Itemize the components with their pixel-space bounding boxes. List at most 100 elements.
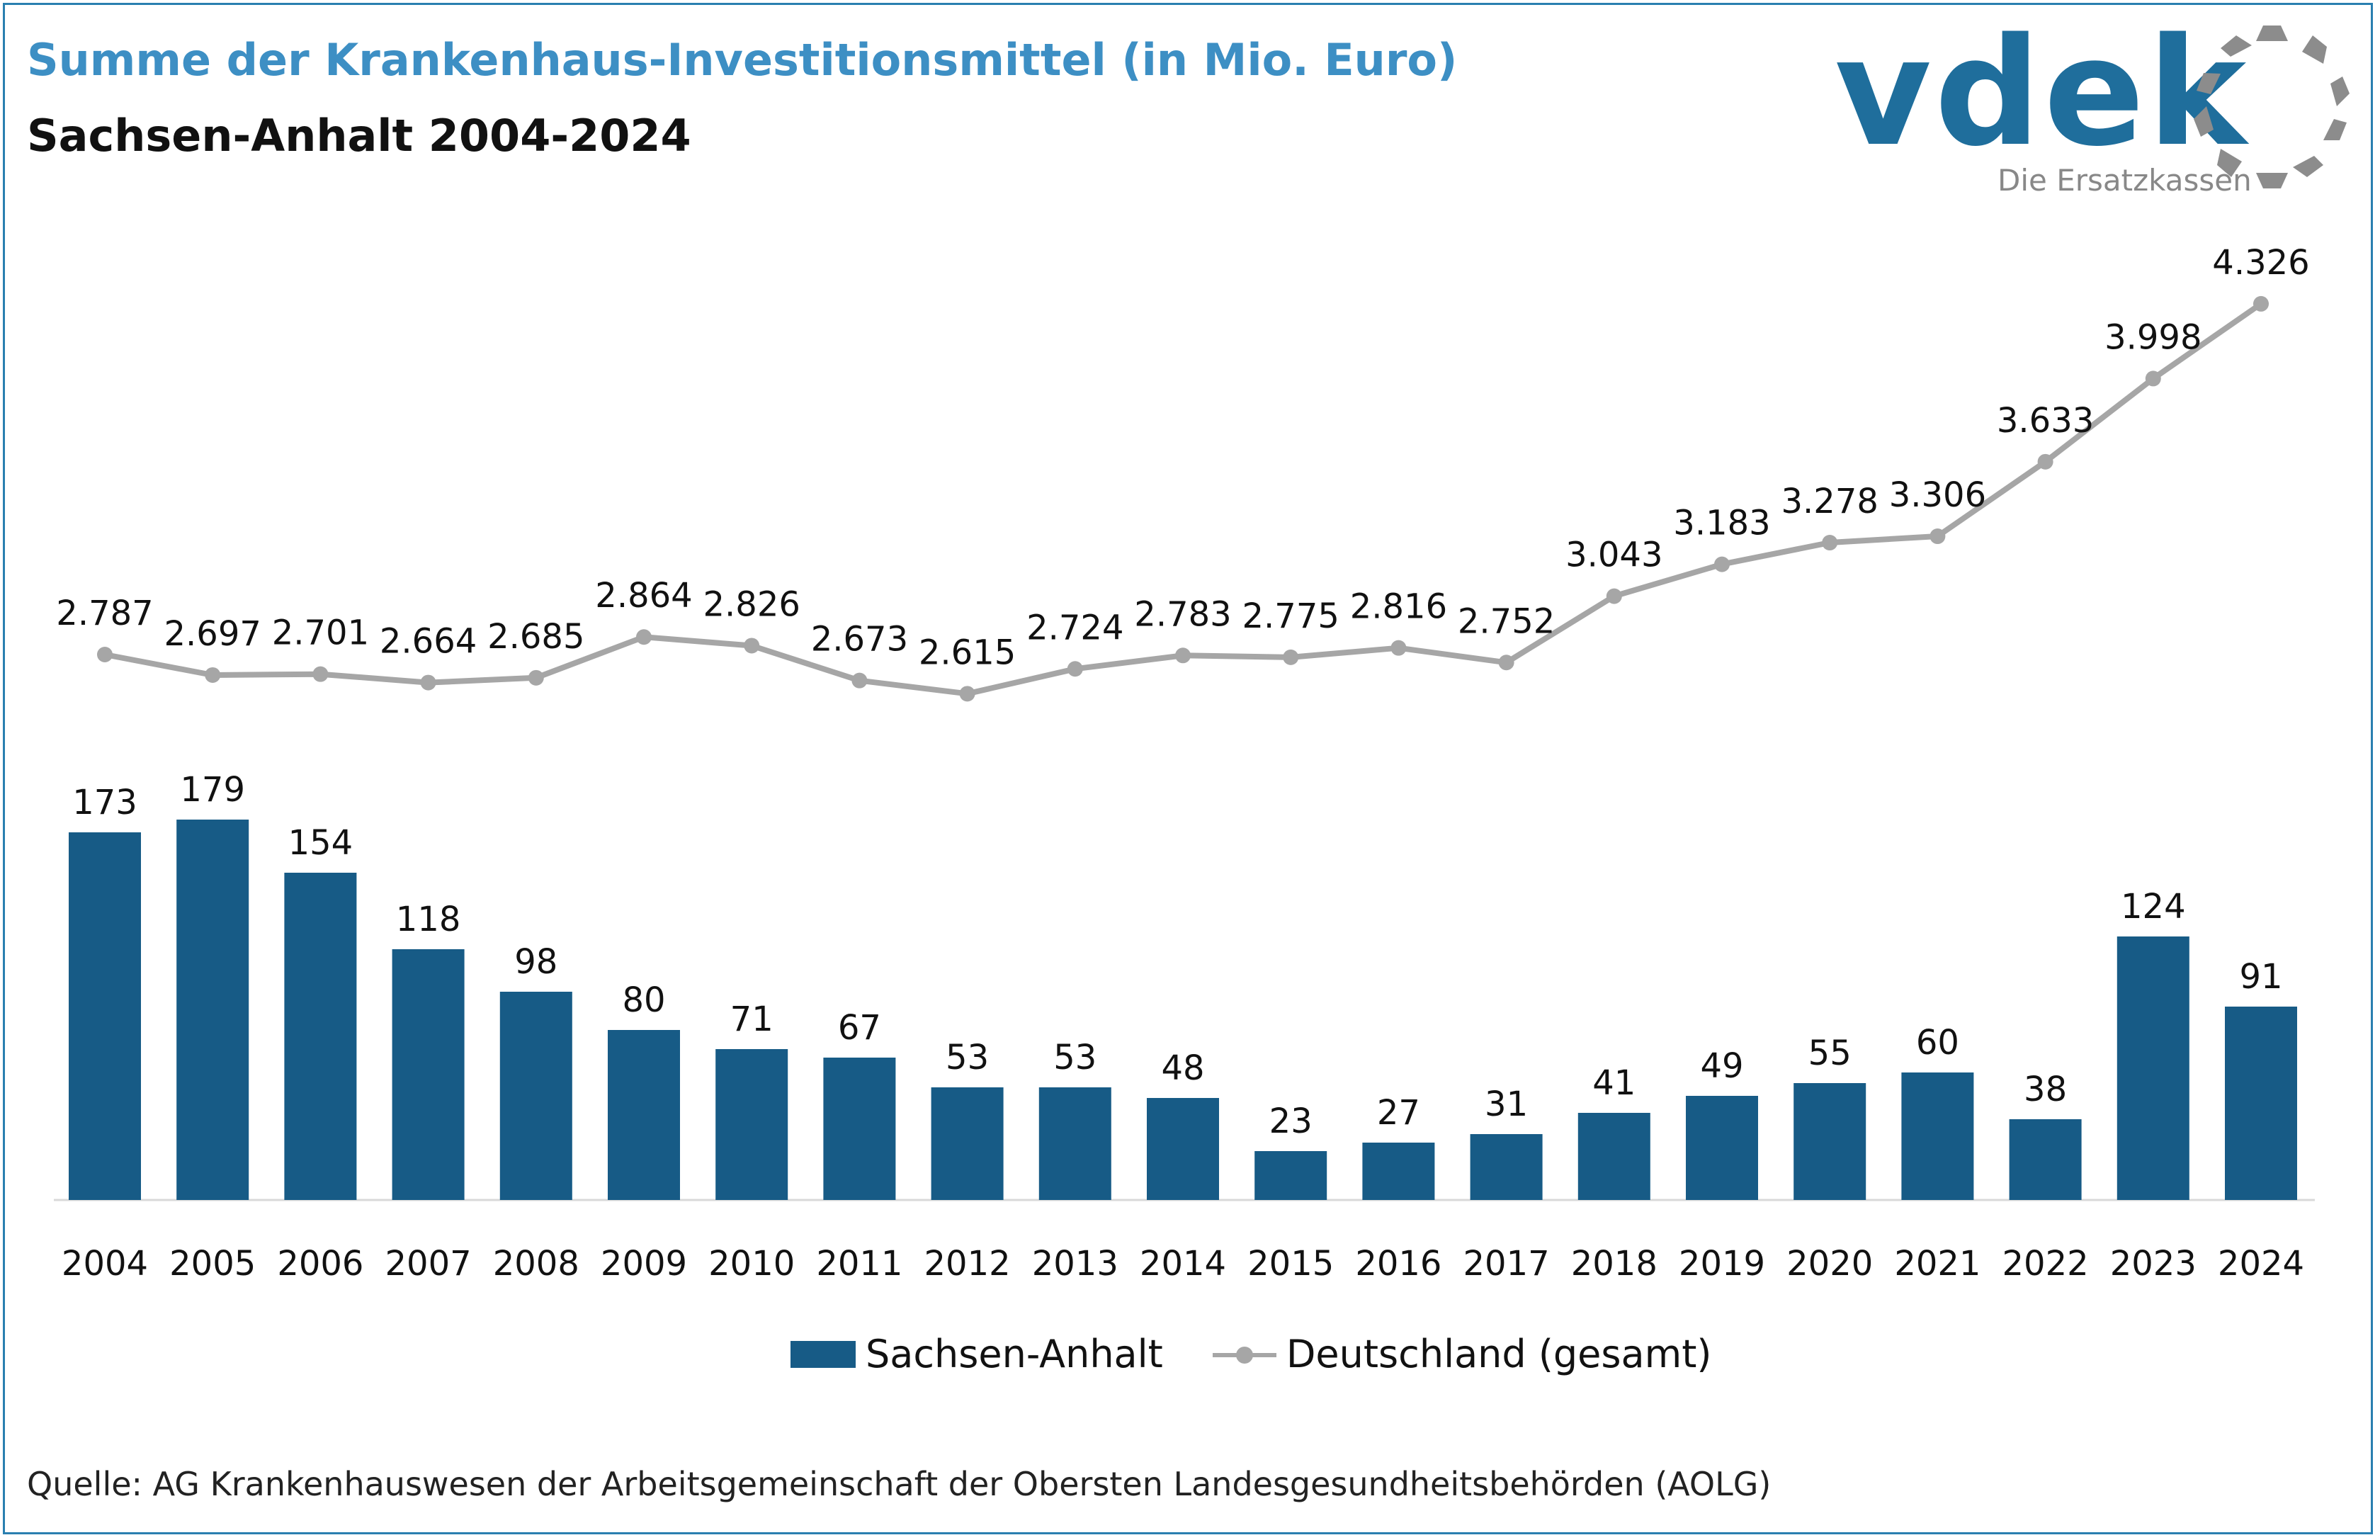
legend: Sachsen-Anhalt Deutschland (gesamt) [790, 1332, 1711, 1376]
bar-2008 [499, 992, 572, 1200]
chart-frame [3, 3, 2373, 1534]
bar-data-labels: 173 179 154 118 98 80 71 67 53 53 48 23 27 31 41 49 55 60… [72, 770, 2282, 1141]
x-tick-2023: 2023 [2110, 1244, 2197, 1284]
line-label-2017: 2.752 [1458, 601, 1555, 641]
point-2019 [1714, 556, 1730, 572]
bar-2009 [608, 1030, 680, 1200]
point-2016 [1390, 640, 1407, 656]
bar-label-2013: 53 [1053, 1038, 1096, 1077]
bar-2015 [1254, 1151, 1327, 1200]
bar-2005 [176, 820, 249, 1200]
line-label-2013: 2.724 [1026, 608, 1123, 647]
line-label-2020: 3.278 [1781, 482, 1878, 521]
line-label-2012: 2.615 [919, 633, 1016, 672]
point-2022 [2037, 453, 2053, 470]
bar-label-2011: 67 [838, 1008, 881, 1048]
line-label-2019: 3.183 [1673, 504, 1770, 543]
line-label-2021: 3.306 [1889, 475, 1986, 515]
bar-label-2014: 48 [1161, 1048, 1204, 1088]
bar-2007 [392, 949, 465, 1200]
point-2023 [2145, 370, 2161, 387]
legend-swatch-line [1212, 1341, 1276, 1368]
bar-2019 [1686, 1096, 1758, 1200]
point-2004 [97, 647, 113, 662]
x-tick-2006: 2006 [277, 1244, 363, 1284]
point-2015 [1283, 649, 1299, 665]
bar-label-2005: 179 [180, 770, 245, 810]
point-2006 [312, 666, 329, 682]
bar-label-2016: 27 [1377, 1093, 1420, 1133]
bar-label-2022: 38 [2024, 1070, 2067, 1109]
line-label-2015: 2.775 [1242, 596, 1339, 636]
x-tick-2012: 2012 [924, 1244, 1011, 1284]
point-2005 [205, 667, 221, 683]
logo-wordmark: vdek [1835, 6, 2250, 179]
x-tick-2018: 2018 [1571, 1244, 1658, 1284]
x-tick-2024: 2024 [2218, 1244, 2304, 1284]
line-label-2022: 3.633 [1997, 401, 2094, 441]
bar-label-2008: 98 [514, 942, 557, 982]
x-tick-2008: 2008 [493, 1244, 579, 1284]
bar-series-sachsen-anhalt [69, 820, 2297, 1200]
bar-label-2018: 41 [1592, 1063, 1636, 1103]
bar-label-2024: 91 [2239, 957, 2282, 997]
point-2021 [1930, 528, 1946, 545]
bar-label-2015: 23 [1269, 1102, 1313, 1141]
x-tick-2010: 2010 [708, 1244, 795, 1284]
line-label-2016: 2.816 [1350, 587, 1447, 627]
point-2009 [636, 629, 652, 645]
x-tick-2011: 2011 [816, 1244, 902, 1284]
line-label-2008: 2.685 [487, 617, 584, 657]
point-2020 [1822, 535, 1838, 551]
point-2008 [528, 669, 544, 686]
bar-label-2021: 60 [1916, 1023, 1959, 1063]
bar-2006 [284, 873, 357, 1200]
point-2014 [1175, 647, 1191, 664]
source-note: Quelle: AG Krankenhauswesen der Arbeitsg… [27, 1465, 1772, 1503]
bar-label-2010: 71 [730, 1000, 774, 1039]
point-2012 [959, 686, 975, 702]
bar-label-2019: 49 [1700, 1046, 1743, 1086]
x-tick-2005: 2005 [169, 1244, 256, 1284]
bar-label-2007: 118 [396, 900, 461, 939]
bar-2023 [2116, 936, 2189, 1200]
bar-label-2006: 154 [288, 823, 353, 863]
chart-title: Summe der Krankenhaus-Investitionsmittel… [27, 34, 1458, 86]
line-label-2007: 2.664 [380, 622, 477, 662]
x-tick-2015: 2015 [1247, 1244, 1334, 1284]
bar-2017 [1470, 1134, 1543, 1200]
bar-label-2023: 124 [2121, 887, 2186, 927]
line-label-2011: 2.673 [811, 620, 908, 659]
bar-2022 [2009, 1119, 2082, 1200]
point-2024 [2253, 295, 2269, 312]
bar-2020 [1794, 1083, 1866, 1200]
bar-2013 [1038, 1087, 1111, 1200]
point-2013 [1067, 661, 1083, 677]
x-tick-2022: 2022 [2002, 1244, 2089, 1284]
point-2007 [420, 674, 436, 691]
bar-2011 [823, 1058, 896, 1200]
bar-label-2004: 173 [72, 783, 137, 822]
line-label-2024: 4.326 [2212, 243, 2309, 283]
bar-label-2017: 31 [1485, 1085, 1528, 1124]
x-tick-2020: 2020 [1786, 1244, 1873, 1284]
x-tick-2016: 2016 [1355, 1244, 1441, 1284]
bar-2016 [1362, 1143, 1435, 1200]
line-data-labels: 2.787 2.697 2.701 2.664 2.685 2.864 2.826 2.673… [56, 243, 2309, 672]
logo-ring-icon [2194, 26, 2350, 188]
x-tick-2014: 2014 [1140, 1244, 1226, 1284]
x-tick-2017: 2017 [1463, 1244, 1550, 1284]
legend-swatch-bar [790, 1340, 856, 1368]
x-tick-2004: 2004 [62, 1244, 148, 1284]
line-label-2005: 2.697 [164, 614, 261, 654]
line-label-2018: 3.043 [1565, 536, 1662, 575]
vdek-logo: vdek Die Ersatzkassen [1835, 14, 2359, 198]
x-axis-tick-labels: 2004 2005 2006 2007 2008 2009 2010 2011 2012 2013… [62, 1244, 2304, 1284]
line-label-2010: 2.826 [703, 584, 800, 624]
bar-2010 [715, 1049, 788, 1200]
point-2011 [851, 672, 868, 689]
x-tick-2019: 2019 [1679, 1244, 1765, 1284]
x-tick-2009: 2009 [601, 1244, 687, 1284]
x-tick-2013: 2013 [1032, 1244, 1118, 1284]
